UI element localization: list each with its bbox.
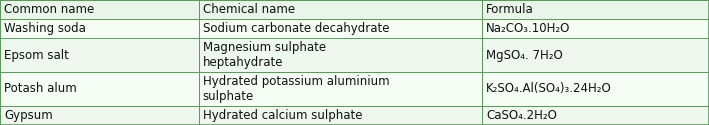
Bar <box>0 0 199 19</box>
Bar <box>482 19 709 38</box>
Text: Formula: Formula <box>486 3 534 16</box>
Text: Epsom salt: Epsom salt <box>4 49 69 62</box>
Text: Hydrated potassium aluminium
sulphate: Hydrated potassium aluminium sulphate <box>203 75 389 103</box>
Text: Potash alum: Potash alum <box>4 82 77 96</box>
Text: Common name: Common name <box>4 3 94 16</box>
Bar <box>0 72 199 106</box>
Bar <box>482 0 709 19</box>
Text: Sodium carbonate decahydrate: Sodium carbonate decahydrate <box>203 22 389 35</box>
Text: Washing soda: Washing soda <box>4 22 86 35</box>
Text: Gypsum: Gypsum <box>4 109 52 122</box>
Bar <box>199 19 482 38</box>
Bar <box>199 38 482 72</box>
Bar <box>199 106 482 125</box>
Text: CaSO₄.2H₂O: CaSO₄.2H₂O <box>486 109 557 122</box>
Text: Na₂CO₃.10H₂O: Na₂CO₃.10H₂O <box>486 22 571 35</box>
Bar <box>482 106 709 125</box>
Text: MgSO₄. 7H₂O: MgSO₄. 7H₂O <box>486 49 563 62</box>
Bar <box>199 72 482 106</box>
Text: Magnesium sulphate
heptahydrate: Magnesium sulphate heptahydrate <box>203 41 325 69</box>
Bar <box>0 106 199 125</box>
Bar <box>482 72 709 106</box>
Text: K₂SO₄.Al(SO₄)₃.24H₂O: K₂SO₄.Al(SO₄)₃.24H₂O <box>486 82 612 96</box>
Text: Hydrated calcium sulphate: Hydrated calcium sulphate <box>203 109 362 122</box>
Text: Chemical name: Chemical name <box>203 3 295 16</box>
Bar <box>0 38 199 72</box>
Bar <box>0 19 199 38</box>
Bar <box>482 38 709 72</box>
Bar <box>199 0 482 19</box>
